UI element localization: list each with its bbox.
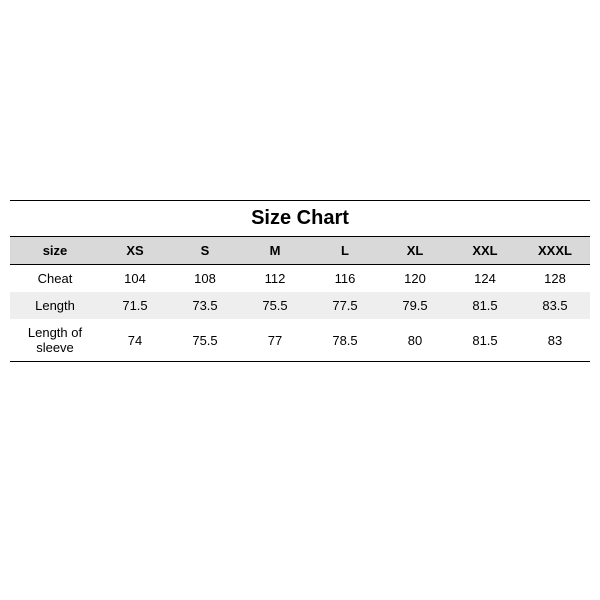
header-col: XXXL xyxy=(520,237,590,265)
cell: 75.5 xyxy=(240,292,310,319)
cell: 128 xyxy=(520,265,590,293)
cell: 104 xyxy=(100,265,170,293)
row-label: Length xyxy=(10,292,100,319)
table-row: Length 71.5 73.5 75.5 77.5 79.5 81.5 83.… xyxy=(10,292,590,319)
table-row: Cheat 104 108 112 116 120 124 128 xyxy=(10,265,590,293)
header-col: XS xyxy=(100,237,170,265)
header-col: XXL xyxy=(450,237,520,265)
cell: 112 xyxy=(240,265,310,293)
cell: 77 xyxy=(240,319,310,362)
cell: 75.5 xyxy=(170,319,240,362)
row-label: Cheat xyxy=(10,265,100,293)
cell: 78.5 xyxy=(310,319,380,362)
cell: 80 xyxy=(380,319,450,362)
header-label: size xyxy=(10,237,100,265)
size-chart-table: Size Chart size XS S M L XL XXL XXXL Che… xyxy=(10,200,590,362)
cell: 77.5 xyxy=(310,292,380,319)
row-label: Length of sleeve xyxy=(10,319,100,362)
cell: 124 xyxy=(450,265,520,293)
cell: 81.5 xyxy=(450,292,520,319)
table-title: Size Chart xyxy=(10,201,590,237)
cell: 108 xyxy=(170,265,240,293)
cell: 83 xyxy=(520,319,590,362)
header-row: size XS S M L XL XXL XXXL xyxy=(10,237,590,265)
header-col: M xyxy=(240,237,310,265)
cell: 81.5 xyxy=(450,319,520,362)
cell: 73.5 xyxy=(170,292,240,319)
page: Size Chart size XS S M L XL XXL XXXL Che… xyxy=(0,0,600,600)
cell: 116 xyxy=(310,265,380,293)
cell: 71.5 xyxy=(100,292,170,319)
cell: 79.5 xyxy=(380,292,450,319)
header-col: XL xyxy=(380,237,450,265)
header-col: S xyxy=(170,237,240,265)
cell: 120 xyxy=(380,265,450,293)
size-chart-container: Size Chart size XS S M L XL XXL XXXL Che… xyxy=(10,200,590,362)
cell: 74 xyxy=(100,319,170,362)
cell: 83.5 xyxy=(520,292,590,319)
table-row: Length of sleeve 74 75.5 77 78.5 80 81.5… xyxy=(10,319,590,362)
header-col: L xyxy=(310,237,380,265)
title-row: Size Chart xyxy=(10,201,590,237)
